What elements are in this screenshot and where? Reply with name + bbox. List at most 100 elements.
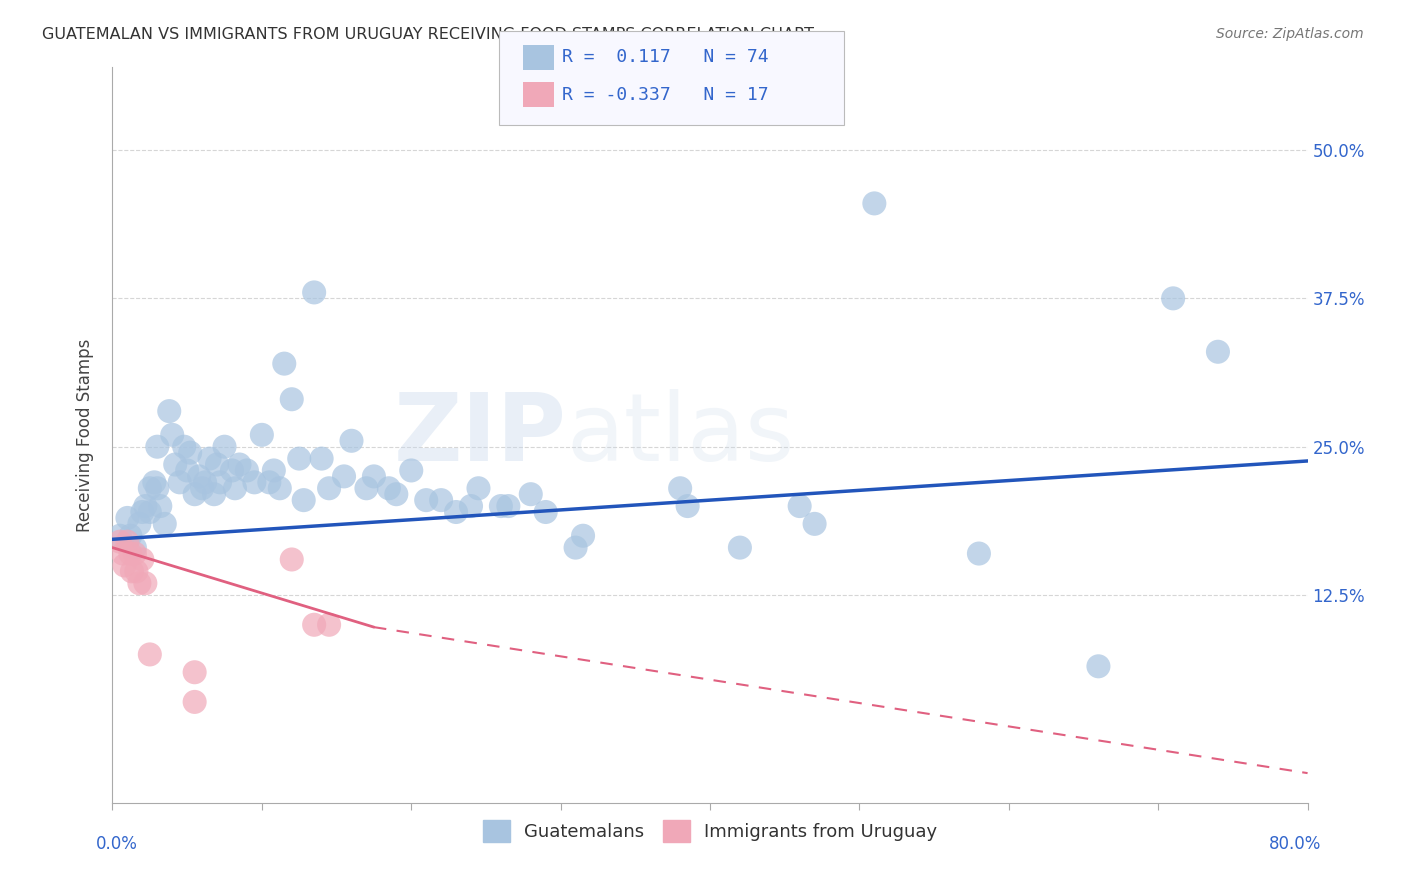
Point [173,440,195,454]
Point [183,695,205,709]
Point [114,558,135,573]
Point [318,481,340,495]
Point [385,487,408,501]
Point [209,475,232,490]
Point [143,475,166,490]
Point [489,499,512,513]
Point [124,547,146,561]
Point [176,463,198,477]
Point [259,475,281,490]
Point [146,440,169,454]
Point [169,475,191,490]
Point [128,516,150,531]
Point [340,434,363,448]
Point [534,505,557,519]
Point [520,487,543,501]
Point [131,505,153,519]
Point [120,529,142,543]
Point [128,576,150,591]
Point [333,469,356,483]
Point [302,285,325,300]
Point [139,505,162,519]
Point [263,463,285,477]
Text: R =  0.117   N = 74: R = 0.117 N = 74 [562,48,769,66]
Point [221,463,243,477]
Point [444,505,467,519]
Point [273,357,295,371]
Point [124,541,146,555]
Point [125,565,148,579]
Point [134,499,156,513]
Point [564,541,586,555]
Point [183,665,205,680]
Point [292,493,315,508]
Point [134,576,156,591]
Point [318,617,340,632]
Point [153,516,176,531]
Point [430,493,453,508]
Point [108,534,131,549]
Point [179,445,201,459]
Point [302,617,325,632]
Text: 0.0%: 0.0% [96,835,138,853]
Point [117,511,139,525]
Point [967,547,990,561]
Point [401,463,423,477]
Point [728,541,751,555]
Text: GUATEMALAN VS IMMIGRANTS FROM URUGUAY RECEIVING FOOD STAMPS CORRELATION CHART: GUATEMALAN VS IMMIGRANTS FROM URUGUAY RE… [42,27,814,42]
Point [120,547,142,561]
Point [146,481,169,495]
Point [1087,659,1109,673]
Point [363,469,385,483]
Point [228,458,250,472]
Point [460,499,482,513]
Point [162,427,183,442]
Legend: Guatemalans, Immigrants from Uruguay: Guatemalans, Immigrants from Uruguay [475,813,945,849]
Point [356,481,378,495]
Point [789,499,811,513]
Point [131,552,153,566]
Point [198,451,221,466]
Point [188,469,211,483]
Point [288,451,311,466]
Text: R = -0.337   N = 17: R = -0.337 N = 17 [562,86,769,103]
Point [236,463,259,477]
Point [803,516,825,531]
Point [415,493,437,508]
Point [863,196,886,211]
Point [191,481,214,495]
Point [572,529,595,543]
Point [269,481,291,495]
Point [183,487,205,501]
Point [224,481,246,495]
Text: Source: ZipAtlas.com: Source: ZipAtlas.com [1216,27,1364,41]
Point [1161,291,1184,305]
Point [149,499,172,513]
Point [676,499,699,513]
Point [165,458,187,472]
Point [378,481,401,495]
Point [250,427,273,442]
Text: 80.0%: 80.0% [1270,835,1322,853]
Point [205,458,228,472]
Text: atlas: atlas [567,389,794,481]
Point [194,475,217,490]
Point [281,552,304,566]
Point [1206,344,1229,359]
Point [139,648,162,662]
Point [243,475,266,490]
Y-axis label: Receiving Food Stamps: Receiving Food Stamps [76,338,94,532]
Point [498,499,520,513]
Point [111,547,134,561]
Point [157,404,180,418]
Text: ZIP: ZIP [394,389,567,481]
Point [669,481,692,495]
Point [139,481,162,495]
Point [117,534,139,549]
Point [108,529,131,543]
Point [202,487,225,501]
Point [121,565,143,579]
Point [214,440,236,454]
Point [311,451,333,466]
Point [467,481,489,495]
